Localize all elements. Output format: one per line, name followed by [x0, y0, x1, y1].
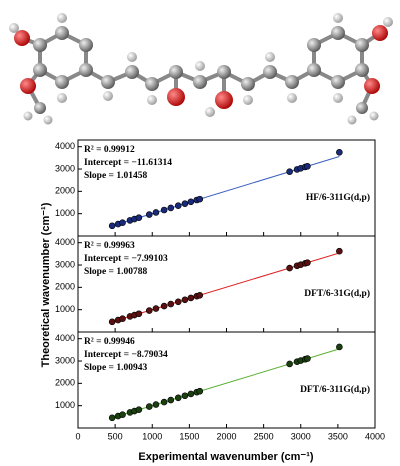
x-tick-label: 0 — [75, 431, 80, 441]
data-point — [286, 168, 293, 176]
y-tick-label: 2000 — [55, 378, 75, 388]
annotation: R² = 0.99963 — [84, 241, 135, 251]
data-point — [174, 202, 182, 209]
annotation: Slope = 1.01458 — [84, 171, 147, 181]
data-point — [152, 305, 160, 312]
x-tick-label: 1500 — [179, 431, 199, 441]
data-point — [145, 307, 153, 314]
data-point — [108, 222, 116, 230]
data-point — [119, 315, 126, 322]
x-tick-label: 2000 — [216, 431, 236, 441]
atoms — [9, 13, 393, 125]
data-point — [152, 401, 160, 408]
annotation: R² = 0.99912 — [84, 145, 135, 155]
x-axis-label: Experimental wavenumber (cm⁻¹) — [138, 451, 313, 463]
data-point — [286, 264, 293, 272]
data-point — [187, 294, 195, 302]
data-point — [187, 390, 195, 398]
y-tick-label: 4000 — [55, 333, 75, 343]
annotation: Slope = 1.00788 — [84, 267, 147, 277]
annotation: Slope = 1.00943 — [84, 363, 147, 373]
y-tick-label: 3000 — [55, 355, 75, 365]
y-tick-label: 4000 — [55, 141, 75, 151]
x-tick-label: 2500 — [254, 431, 274, 441]
x-tick-label: 3000 — [291, 431, 311, 441]
y-tick-label: 1000 — [55, 304, 75, 314]
data-point — [135, 310, 143, 318]
annotation: Intercept = −11.61314 — [84, 158, 172, 168]
y-tick-label: 2000 — [55, 186, 75, 196]
data-point — [196, 195, 204, 203]
annotation: Intercept = −8.79034 — [84, 350, 168, 360]
data-point — [336, 148, 343, 156]
annotation: Intercept = −7.99103 — [84, 254, 168, 264]
data-point — [196, 291, 204, 299]
data-point — [304, 259, 311, 266]
data-point — [336, 247, 343, 255]
data-point — [167, 204, 175, 212]
y-tick-label: 1000 — [55, 208, 75, 218]
data-point — [145, 211, 153, 218]
data-point — [108, 318, 116, 326]
data-point — [160, 206, 168, 214]
data-point — [336, 343, 343, 351]
data-point — [174, 394, 182, 402]
data-point — [181, 200, 189, 207]
x-tick-label: 1000 — [142, 431, 162, 441]
data-point — [135, 214, 143, 221]
method-label: DFT/6-31G(d,p) — [304, 288, 370, 299]
data-point — [174, 298, 182, 306]
data-point — [160, 302, 168, 310]
data-point — [152, 209, 160, 216]
x-tick-label: 3500 — [328, 431, 348, 441]
annotation: R² = 0.99946 — [84, 337, 135, 347]
y-tick-label: 3000 — [55, 163, 75, 173]
data-point — [119, 219, 126, 226]
data-point — [135, 406, 143, 414]
data-point — [181, 296, 189, 304]
data-point — [160, 398, 168, 406]
data-point — [304, 355, 311, 362]
y-axis-label: Theoretical wavenumber (cm⁻¹) — [40, 202, 52, 367]
data-point — [304, 162, 311, 170]
y-tick-label: 1000 — [55, 400, 75, 410]
y-tick-label: 4000 — [55, 237, 75, 247]
data-point — [196, 387, 204, 395]
data-point — [286, 360, 293, 368]
data-point — [108, 414, 116, 422]
data-point — [145, 403, 153, 410]
x-tick-label: 4000 — [365, 431, 385, 441]
y-tick-label: 2000 — [55, 282, 75, 292]
data-point — [187, 198, 195, 206]
data-point — [167, 396, 175, 404]
data-point — [119, 411, 126, 418]
data-point — [181, 392, 189, 400]
method-label: DFT/6-311G(d,p) — [300, 384, 370, 395]
x-tick-label: 500 — [108, 431, 123, 441]
y-tick-label: 3000 — [55, 259, 75, 269]
method-label: HF/6-311G(d,p) — [306, 192, 370, 203]
data-point — [167, 300, 175, 308]
